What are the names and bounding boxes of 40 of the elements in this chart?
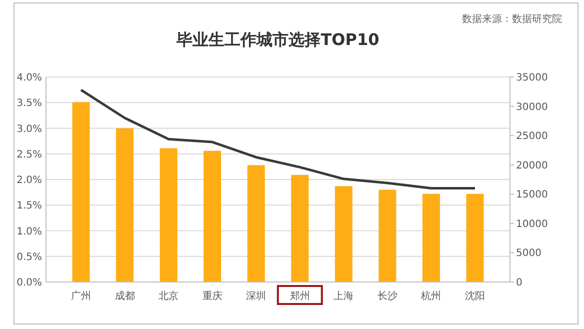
bar [466,194,484,282]
y2-tick-label: 0 [516,278,522,288]
x-tick-label: 杭州 [420,290,442,302]
bar [204,150,222,282]
line-series [80,88,476,190]
y-tick-label: 0.0% [16,278,42,288]
y2-tick-label: 25000 [516,131,548,142]
bar [247,165,265,282]
y-tick-label: 3.0% [16,124,42,135]
y-tick-label: 1.0% [16,226,42,238]
bar [160,148,178,282]
y2-tick-label: 30000 [516,102,548,113]
bar [334,186,352,282]
y-tick-label: 1.5% [16,200,42,212]
chart-title: 毕业生工作城市选择TOP10 [176,30,380,49]
y2-tick-label: 15000 [516,190,548,201]
y-tick-label: 0.5% [16,252,42,263]
y2-tick-label: 35000 [516,72,548,84]
bar [422,194,440,282]
y2-tick-label: 5000 [516,248,542,260]
x-tick-label: 成都 [114,290,135,302]
bar [116,128,134,282]
bar [378,190,396,282]
y-tick-label: 2.0% [16,175,42,186]
y2-tick-label: 10000 [516,218,548,230]
source-note: 数据来源：数据研究院 [462,13,562,25]
y2-tick-label: 20000 [516,160,548,172]
x-tick-label: 广州 [71,290,92,302]
x-tick-label: 沈阳 [464,290,485,302]
x-tick-label: 重庆 [202,290,222,302]
x-tick-label: 深圳 [246,290,266,302]
y-tick-label: 4.0% [16,72,42,84]
y-tick-label: 2.5% [16,149,42,160]
x-tick-label: 长沙 [377,290,398,302]
y-tick-label: 3.5% [16,98,42,110]
bar [72,102,90,282]
x-tick-label: 郑州 [290,290,310,302]
x-tick-label: 上海 [334,290,354,302]
bar [291,174,309,282]
x-tick-label: 北京 [158,290,179,302]
